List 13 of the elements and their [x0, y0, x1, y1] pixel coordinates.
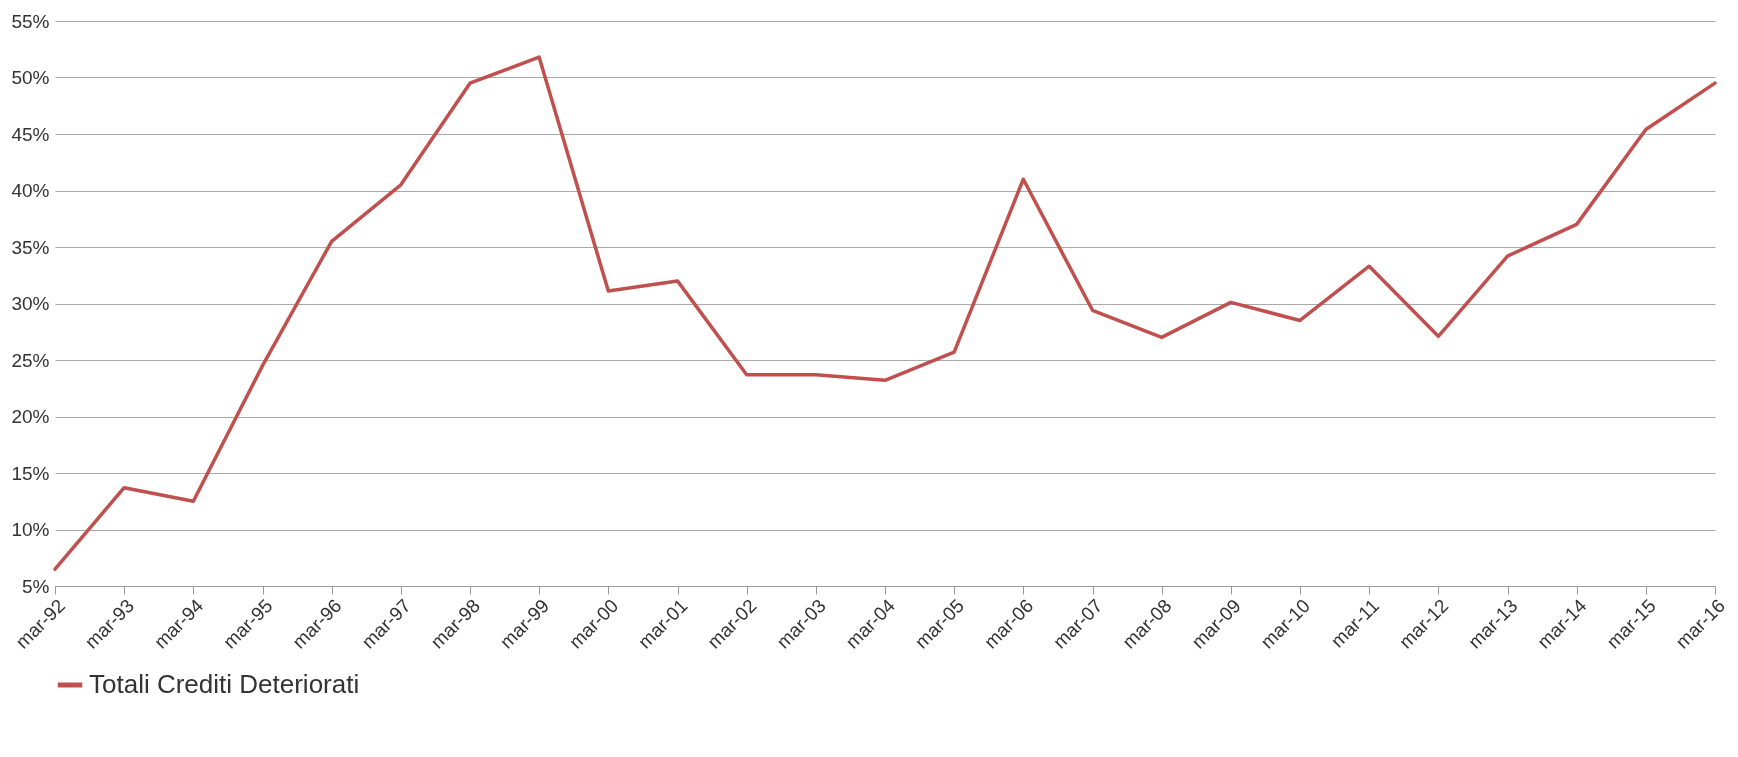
legend-label: Totali Crediti Deteriorati [89, 669, 360, 699]
y-tick-label: 10% [11, 519, 50, 540]
line-series [53, 55, 1717, 571]
y-tick-label: 15% [11, 462, 50, 484]
y-tick-label: 25% [11, 349, 50, 371]
y-tick-label: 20% [11, 406, 50, 427]
y-tick-label: 35% [11, 236, 50, 258]
y-tick-label: 45% [11, 123, 50, 145]
y-tick-label: 55% [11, 10, 50, 32]
y-tick-label: 40% [11, 180, 50, 201]
y-tick-label: 50% [11, 67, 50, 88]
y-tick-label: 30% [11, 293, 50, 314]
y-tick-label: 5% [22, 575, 50, 597]
